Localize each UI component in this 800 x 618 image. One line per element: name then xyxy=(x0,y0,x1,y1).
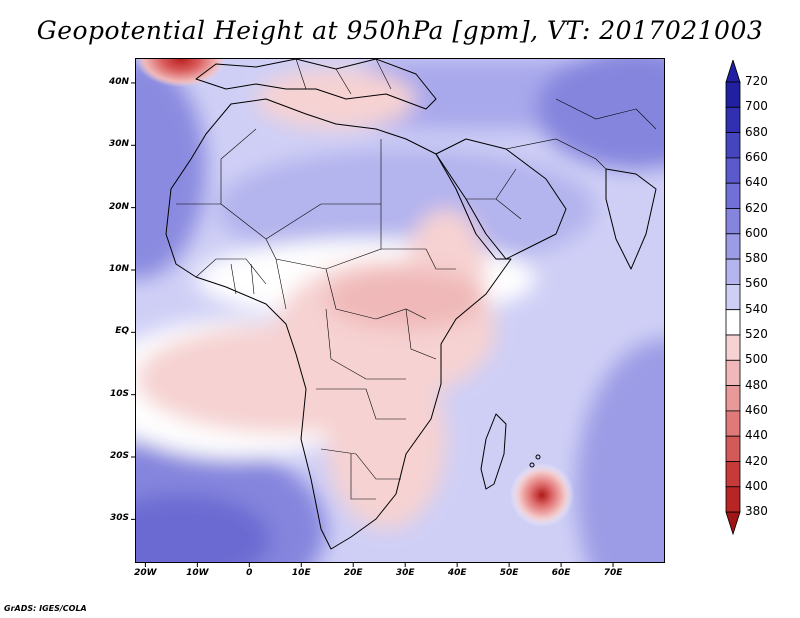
colorbar-level-label: 700 xyxy=(745,99,768,114)
iberia-low xyxy=(136,59,226,87)
border-east-1 xyxy=(405,308,437,360)
border-asia xyxy=(555,98,657,130)
africa-coast xyxy=(165,98,512,550)
colorbar-segment xyxy=(725,486,741,513)
colorbar-level-label: 600 xyxy=(745,225,768,240)
border-sahara-central xyxy=(220,139,382,240)
colorbar-segment xyxy=(725,182,741,209)
lon-label: 10E xyxy=(291,568,311,578)
colorbar-level-label: 480 xyxy=(745,377,768,392)
lat-label: 10N xyxy=(108,263,129,274)
lat-label: 20N xyxy=(108,201,129,212)
lat-label: EQ xyxy=(115,326,129,337)
colorbar-segment xyxy=(725,334,741,361)
lon-label: 40E xyxy=(447,568,467,578)
lon-label: 20E xyxy=(343,568,363,578)
colorbar-segment xyxy=(725,208,741,235)
colorbar-level-label: 540 xyxy=(745,301,768,316)
colorbar-level-label: 620 xyxy=(745,200,768,215)
colorbar-level-label: 640 xyxy=(745,175,768,190)
colorbar-level-label: 720 xyxy=(745,74,768,88)
colorbar-level-label: 660 xyxy=(745,149,768,164)
border-congo xyxy=(325,308,406,380)
lon-label: 60E xyxy=(551,568,571,578)
colorbar-segment xyxy=(725,283,741,311)
reunion-coast xyxy=(529,462,535,468)
colorbar-segment xyxy=(725,461,741,488)
europe-coast xyxy=(195,59,437,110)
lon-label: 70E xyxy=(603,568,623,578)
colorbar xyxy=(725,60,741,536)
colorbar-segment xyxy=(725,258,741,285)
colorbar-level-label: 460 xyxy=(745,402,768,417)
border-west-africa-2 xyxy=(230,258,287,310)
indian-ocean-high xyxy=(576,339,664,562)
map-plot-area xyxy=(135,58,665,563)
colorbar-level-label: 400 xyxy=(745,478,768,493)
lon-label: 50E xyxy=(499,568,519,578)
lat-label: 10S xyxy=(109,388,129,399)
mauritius-coast xyxy=(535,454,541,460)
lat-label: 30N xyxy=(108,139,129,150)
border-south-3 xyxy=(350,454,376,500)
country-borders xyxy=(176,59,657,500)
colorbar-segment xyxy=(725,435,741,462)
atlantic-high-south-core xyxy=(136,494,271,562)
colorbar-bottom-arrow xyxy=(725,511,741,536)
colorbar-segment xyxy=(725,233,741,260)
central-africa-low xyxy=(326,269,486,329)
colorbar-level-label: 580 xyxy=(745,251,768,266)
border-west-africa-1 xyxy=(195,258,267,285)
border-arabia xyxy=(466,168,522,220)
north-africa-band xyxy=(216,149,596,269)
lon-label: 0 xyxy=(246,568,253,578)
lon-label: 20W xyxy=(134,568,157,578)
field-layers xyxy=(136,59,664,562)
border-south-2 xyxy=(320,448,401,480)
lat-label: 20S xyxy=(109,451,129,461)
southern-africa-pink xyxy=(326,349,446,529)
border-sahara-west xyxy=(176,128,257,205)
colorbar-level-label: 380 xyxy=(745,504,768,519)
border-europe xyxy=(295,59,392,95)
coastlines xyxy=(165,59,657,550)
colorbar-segment xyxy=(725,385,741,412)
map-title: Geopotential Height at 950hPa [gpm], VT:… xyxy=(36,16,764,45)
colorbar-segment xyxy=(725,157,741,184)
colorbar-segment xyxy=(725,106,741,133)
border-south-1 xyxy=(316,388,406,420)
india-coast xyxy=(605,168,657,270)
mediterranean-pink xyxy=(256,69,416,129)
colorbar-level-label: 520 xyxy=(745,327,768,341)
lon-label: 30E xyxy=(395,568,415,578)
colorbar-segment xyxy=(725,410,741,437)
atlantic-high-north xyxy=(136,59,206,279)
colorbar-level-label: 560 xyxy=(745,276,768,291)
border-sudan xyxy=(381,248,456,270)
madagascar-coast xyxy=(480,413,507,490)
arabia-coast xyxy=(435,138,567,260)
mascarene-low xyxy=(510,463,574,527)
heightfield-svg xyxy=(136,59,664,562)
colorbar-level-label: 500 xyxy=(745,352,768,367)
colorbar-top-arrow xyxy=(725,60,741,83)
border-central xyxy=(325,268,427,320)
grads-credit: GrADS: IGES/COLA xyxy=(4,604,87,613)
lon-label: 10W xyxy=(186,568,209,578)
lat-label: 30S xyxy=(109,513,129,524)
lat-label: 40N xyxy=(108,76,129,87)
colorbar-segment xyxy=(725,81,741,108)
colorbar-segment xyxy=(725,132,741,159)
colorbar-level-label: 440 xyxy=(745,428,768,443)
colorbar-level-label: 680 xyxy=(745,124,768,139)
colorbar-segment xyxy=(725,309,741,336)
colorbar-level-label: 420 xyxy=(745,453,768,468)
colorbar-segment xyxy=(725,359,741,386)
asia-high-core xyxy=(536,59,664,169)
border-iran xyxy=(505,138,607,170)
